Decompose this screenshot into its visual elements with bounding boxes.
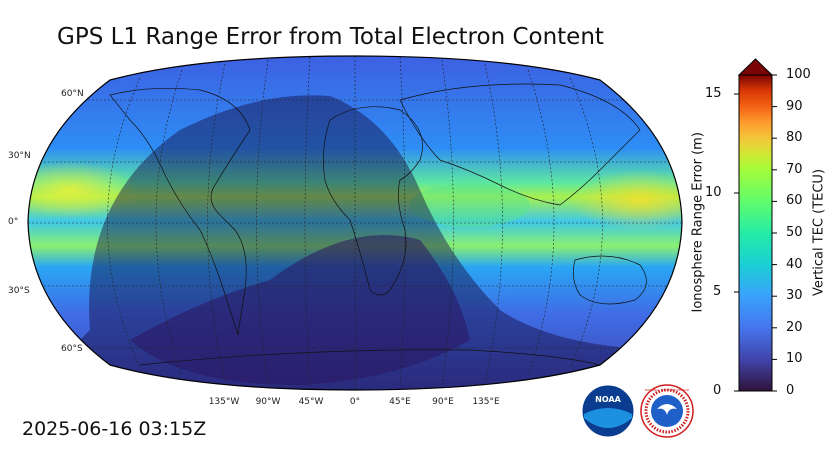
lon-label-45e: 45°E [389, 397, 411, 407]
nws-logo-text: NATIONAL WEATHER SERVICE [645, 388, 690, 392]
noaa-logo: NOAA [581, 384, 635, 438]
lat-label-60n: 60°N [61, 89, 84, 99]
colorbar-ticks [734, 74, 777, 392]
noaa-logo-text: NOAA [595, 395, 621, 404]
tec-tick-80: 80 [786, 130, 803, 145]
tec-tick-70: 70 [786, 162, 803, 177]
lon-label-135w: 135°W [208, 397, 240, 407]
tec-tick-30: 30 [786, 288, 803, 303]
colorbar-extend-max [737, 58, 774, 76]
range-axis-title: Ionosphere Range Error (m) [690, 132, 706, 313]
nws-logo: NATIONAL WEATHER SERVICE [640, 384, 694, 438]
range-tick-5: 5 [713, 284, 722, 299]
colorbar [734, 58, 777, 392]
tec-tick-40: 40 [786, 257, 803, 272]
coastlines [109, 83, 647, 366]
lon-label-45w: 45°W [298, 397, 324, 407]
lat-label-30s: 30°S [8, 286, 30, 296]
lat-label-60s: 60°S [61, 344, 83, 354]
tec-tick-90: 90 [786, 99, 803, 114]
lon-label-90e: 90°E [432, 397, 454, 407]
lon-label-135e: 135°E [472, 397, 500, 407]
tec-tick-20: 20 [786, 320, 803, 335]
tec-tick-60: 60 [786, 193, 803, 208]
tec-tick-10: 10 [786, 351, 803, 366]
lon-label-0: 0° [349, 397, 361, 407]
chart-title: GPS L1 Range Error from Total Electron C… [57, 24, 604, 50]
timestamp: 2025-06-16 03:15Z [22, 418, 207, 440]
graticule [28, 56, 682, 390]
tec-axis-title: Vertical TEC (TECU) [811, 168, 827, 297]
lon-label-90w: 90°W [255, 397, 281, 407]
lat-label-30n: 30°N [8, 151, 31, 161]
globe-fill [28, 56, 682, 390]
tec-tick-0: 0 [786, 383, 795, 398]
range-tick-15: 15 [705, 86, 722, 101]
tec-tick-100: 100 [786, 67, 811, 82]
range-tick-0: 0 [713, 383, 722, 398]
tec-tick-50: 50 [786, 225, 803, 240]
range-tick-10: 10 [705, 185, 722, 200]
lat-label-eq: 0° [8, 217, 19, 227]
globe-outline [27, 55, 683, 391]
